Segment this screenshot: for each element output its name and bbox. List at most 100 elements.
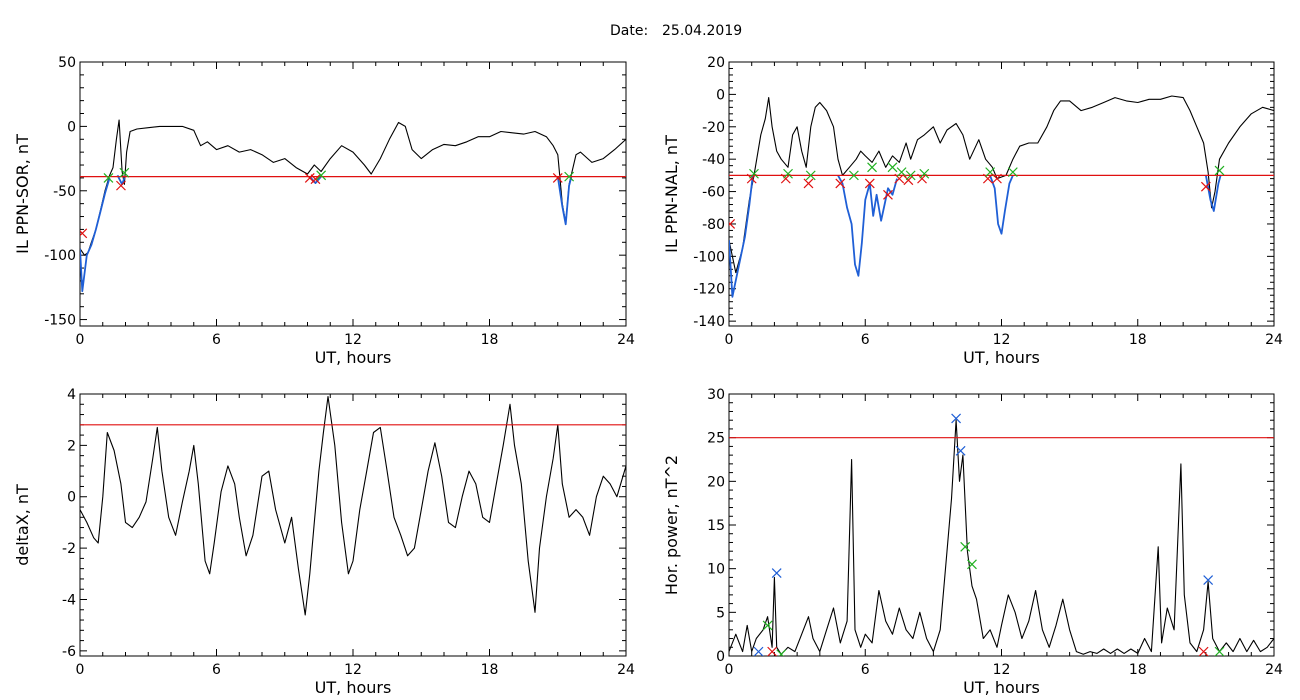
highlight-segment <box>556 176 573 226</box>
y-axis-label: IL PPN-NAL, nT <box>662 135 681 253</box>
y-axis: -150 -100 -50 0 50 <box>44 55 626 329</box>
event-marker <box>894 173 905 184</box>
y-tick-label: 30 <box>707 387 725 403</box>
y-tick-label: 50 <box>58 55 76 71</box>
x-axis-label: UT, hours <box>315 678 392 697</box>
x-tick-label: 6 <box>212 332 221 348</box>
y-tick-label: -80 <box>702 217 725 233</box>
event-marker <box>919 168 930 179</box>
event-marker <box>1198 646 1209 656</box>
x-axis-label: UT, hours <box>315 348 392 367</box>
event-marker <box>1214 165 1225 176</box>
event-marker <box>103 172 114 183</box>
x-axis: 0 6 12 18 24 <box>725 394 1283 678</box>
y-tick-label: 25 <box>707 431 725 447</box>
y-tick-label: 15 <box>707 518 725 534</box>
y-tick-label: 2 <box>67 438 76 454</box>
x-axis: 0 6 12 18 24 <box>725 62 1283 348</box>
y-tick-label: -40 <box>702 152 725 168</box>
event-marker <box>116 180 126 191</box>
y-tick-label: 10 <box>707 562 725 578</box>
y-tick-label: 0 <box>716 649 725 665</box>
x-tick-label: 18 <box>1129 662 1147 678</box>
y-axis: -140 -120 -100 -80 -60 -40 -20 0 20 <box>693 55 1274 330</box>
chart-panel-nal: 0 6 12 18 24 UT, hours -140 -120 -100 -80 -60 -40 -2… <box>662 55 1283 367</box>
event-marker <box>783 168 793 179</box>
x-tick-label: 0 <box>76 332 85 348</box>
highlight-segment <box>1205 175 1222 212</box>
event-marker <box>564 171 575 182</box>
y-tick-label: 0 <box>716 87 725 103</box>
x-tick-label: 18 <box>1129 332 1147 348</box>
x-tick-label: 18 <box>481 332 499 348</box>
event-marker <box>1214 646 1225 656</box>
highlight-segment <box>989 175 1014 235</box>
x-tick-label: 0 <box>725 662 734 678</box>
date-prefix: Date: <box>610 23 648 39</box>
series-line-0 <box>729 419 1274 655</box>
highlight-segment <box>309 176 322 184</box>
x-tick-label: 6 <box>212 662 221 678</box>
y-axis: 0 5 10 15 20 25 30 <box>707 387 1274 665</box>
x-axis-label: UT, hours <box>963 348 1040 367</box>
plot-area <box>729 95 1274 298</box>
y-tick-label: -2 <box>62 541 76 557</box>
x-axis: 0 6 12 18 24 <box>76 62 635 348</box>
x-tick-label: 6 <box>861 332 870 348</box>
y-tick-label: -4 <box>62 592 76 608</box>
y-tick-label: 0 <box>67 119 76 135</box>
y-tick-label: -150 <box>44 313 76 329</box>
event-marker <box>848 170 859 181</box>
y-tick-label: -120 <box>693 282 725 298</box>
plot-frame <box>728 393 1275 657</box>
event-marker <box>767 646 778 656</box>
y-tick-label: 20 <box>707 55 725 71</box>
event-marker <box>887 162 898 173</box>
event-marker <box>896 167 907 178</box>
x-tick-label: 24 <box>617 662 635 678</box>
event-marker <box>982 173 993 184</box>
highlight-segment <box>80 177 111 293</box>
plot-area <box>729 413 1274 656</box>
event-marker <box>1203 575 1214 585</box>
event-marker <box>1200 181 1211 192</box>
x-tick-label: 12 <box>993 662 1011 678</box>
event-marker <box>316 170 327 181</box>
plot-area <box>80 119 626 293</box>
event-marker <box>883 189 893 200</box>
x-tick-label: 0 <box>76 662 85 678</box>
highlight-segment <box>729 175 754 298</box>
y-axis-label: IL PPN-SOR, nT <box>13 134 32 254</box>
event-marker <box>780 173 791 184</box>
y-axis-label: Hor. power, nT^2 <box>662 455 681 595</box>
series-line-0 <box>80 119 626 256</box>
event-marker <box>903 175 914 186</box>
event-marker <box>955 445 966 456</box>
y-tick-label: 4 <box>67 387 76 403</box>
highlight-segment <box>837 174 898 277</box>
event-marker <box>729 219 736 229</box>
x-tick-label: 0 <box>725 332 734 348</box>
event-marker <box>905 170 916 181</box>
x-axis: 0 6 12 18 24 <box>76 394 635 678</box>
plot-frame <box>79 393 627 657</box>
x-tick-label: 6 <box>861 662 870 678</box>
x-tick-label: 12 <box>344 662 362 678</box>
event-marker <box>867 162 877 173</box>
y-axis-label: deltaX, nT <box>13 484 32 566</box>
x-tick-label: 24 <box>1265 662 1283 678</box>
y-tick-label: -140 <box>693 314 725 330</box>
y-tick-label: 5 <box>716 605 725 621</box>
event-marker <box>835 178 846 189</box>
x-tick-label: 24 <box>617 332 635 348</box>
event-marker <box>771 568 782 578</box>
event-marker <box>304 172 315 183</box>
event-marker <box>746 173 757 184</box>
event-marker <box>1007 167 1018 178</box>
event-marker <box>762 620 773 631</box>
figure-title: Date: 25.04.2019 <box>610 23 742 39</box>
event-marker <box>917 173 927 184</box>
